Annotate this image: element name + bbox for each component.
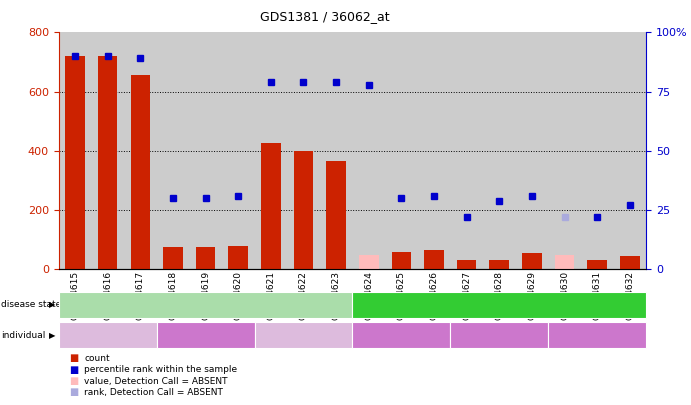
Text: carboplatin sensitive tumor: carboplatin sensitive tumor	[138, 300, 273, 310]
Bar	[417, 32, 451, 269]
Text: value, Detection Call = ABSENT: value, Detection Call = ABSENT	[84, 377, 228, 386]
Text: rank, Detection Call = ABSENT: rank, Detection Call = ABSENT	[84, 388, 223, 397]
Bar	[614, 32, 646, 269]
Bar	[163, 247, 182, 269]
Bar	[620, 256, 640, 269]
Bar	[522, 253, 542, 269]
Bar	[320, 32, 352, 269]
Bar	[392, 252, 411, 269]
Bar	[385, 32, 417, 269]
Text: ■: ■	[69, 354, 78, 363]
Bar	[131, 75, 150, 269]
Bar	[196, 247, 216, 269]
Text: patient 1: patient 1	[86, 330, 130, 340]
Text: percentile rank within the sample: percentile rank within the sample	[84, 365, 238, 374]
Text: disease state: disease state	[1, 300, 61, 309]
Text: patient 2: patient 2	[183, 330, 228, 340]
Text: individual: individual	[1, 330, 46, 340]
Text: patient 6: patient 6	[575, 330, 619, 340]
Bar	[352, 32, 385, 269]
Bar	[229, 245, 248, 269]
Bar	[261, 143, 281, 269]
Bar	[451, 32, 483, 269]
Bar	[489, 260, 509, 269]
Text: ■: ■	[69, 388, 78, 397]
Text: patient 5: patient 5	[477, 330, 522, 340]
Bar	[326, 161, 346, 269]
Text: patient 3: patient 3	[281, 330, 325, 340]
Bar	[483, 32, 515, 269]
Bar	[91, 32, 124, 269]
Text: ■: ■	[69, 365, 78, 375]
Bar	[587, 260, 607, 269]
Bar	[581, 32, 614, 269]
Text: ■: ■	[69, 376, 78, 386]
Bar	[515, 32, 548, 269]
Text: ▶: ▶	[49, 330, 55, 340]
Bar	[124, 32, 157, 269]
Text: count: count	[84, 354, 110, 363]
Bar	[294, 151, 313, 269]
Bar	[98, 56, 117, 269]
Text: patient 4: patient 4	[379, 330, 424, 340]
Bar	[548, 32, 581, 269]
Bar	[555, 254, 574, 269]
Bar	[359, 254, 379, 269]
Bar	[424, 250, 444, 269]
Bar	[457, 260, 476, 269]
Text: ▶: ▶	[49, 300, 55, 309]
Bar	[254, 32, 287, 269]
Bar	[59, 32, 91, 269]
Bar	[157, 32, 189, 269]
Bar	[222, 32, 254, 269]
Text: GDS1381 / 36062_at: GDS1381 / 36062_at	[260, 10, 390, 23]
Text: carboplatin resistant tumor: carboplatin resistant tumor	[433, 300, 566, 310]
Bar	[189, 32, 222, 269]
Bar	[287, 32, 320, 269]
Bar	[65, 56, 85, 269]
